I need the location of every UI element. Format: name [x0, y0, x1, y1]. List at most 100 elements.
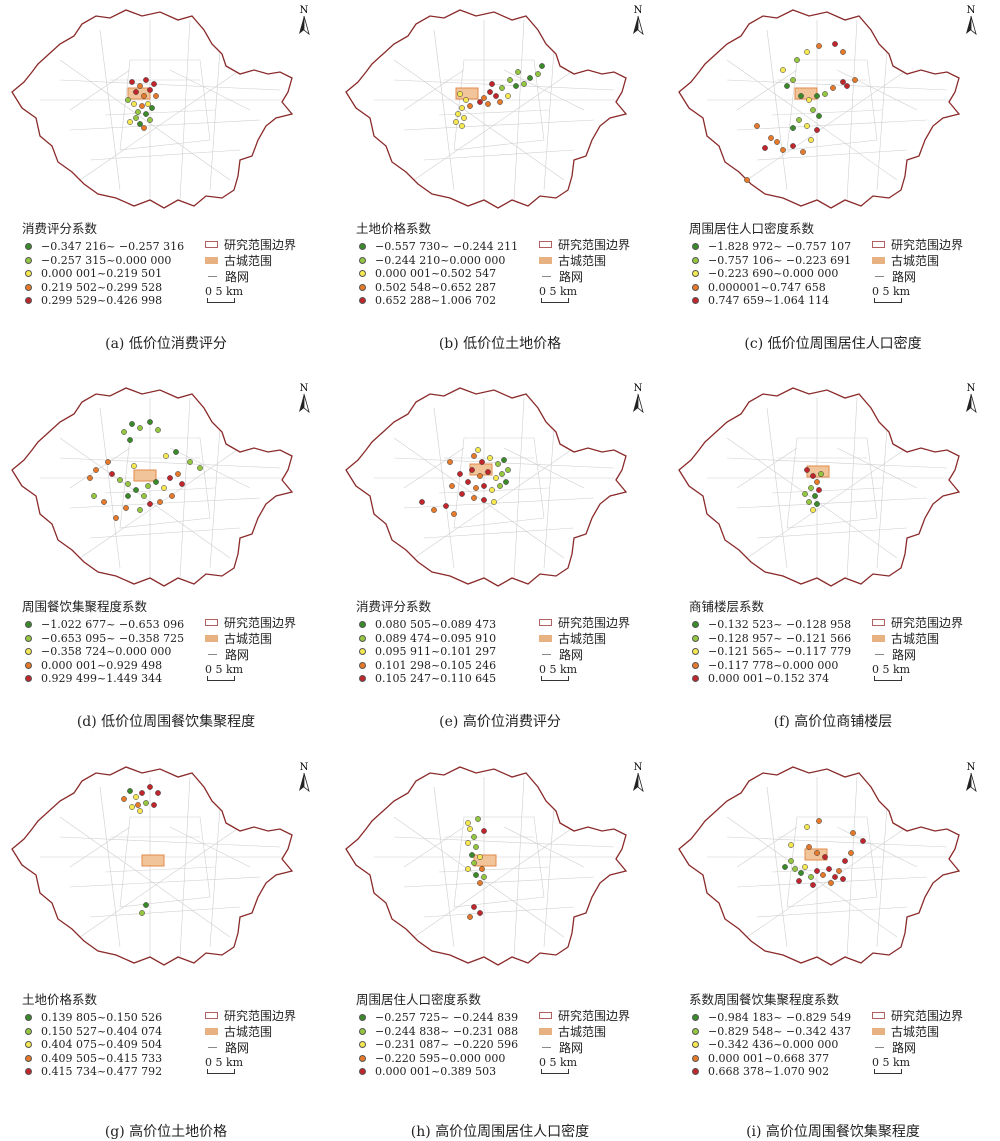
boundary-swatch-icon	[872, 240, 885, 248]
shop-point	[101, 499, 107, 505]
panel-caption: (f) 高价位商铺楼层	[773, 714, 893, 730]
shop-point	[810, 507, 816, 513]
map-panel: N 系数周围餐饮集聚程度系数 −0.984 183~ −0.829 549 −0.82…	[667, 757, 999, 1140]
legend-dot-icon	[25, 270, 32, 278]
legend-range-label: −0.223 690~0.000 000	[708, 267, 839, 281]
shop-point	[830, 85, 836, 91]
scale-bar-icon	[874, 298, 902, 303]
legend-range-label: −0.117 778~0.000 000	[708, 658, 839, 672]
legend-item: −0.244 838~ −0.231 088	[356, 1025, 546, 1039]
panel-caption: (g) 高价位土地价格	[104, 1124, 228, 1140]
old-city-swatch-icon	[205, 634, 218, 642]
shop-point	[754, 123, 760, 129]
legend-dot-icon	[25, 283, 32, 291]
road-network	[374, 19, 624, 201]
shop-point	[505, 93, 511, 99]
legend-item: 0.668 378~1.070 902	[689, 1065, 879, 1079]
scale-label: 5 km	[549, 1056, 578, 1069]
legend-dot-icon	[359, 283, 366, 291]
road-network	[707, 397, 957, 579]
legend-item: 0.409 505~0.415 733	[22, 1052, 212, 1066]
map-panel: N 周围餐饮集聚程度系数 −1.022 677~ −0.653 096 −0.653 …	[0, 378, 332, 756]
old-city-label: 古城范围	[891, 1024, 940, 1039]
shop-point	[826, 866, 832, 872]
coefficient-legend: 消费评分系数 0.080 505~0.089 473 0.089 474~0.095…	[356, 596, 546, 686]
legend-dot-icon	[359, 1014, 366, 1022]
north-label: N	[967, 5, 976, 16]
shop-point	[539, 63, 545, 69]
shop-point	[477, 880, 483, 886]
legend-road: 路网	[539, 646, 664, 662]
scale-zero: 0	[872, 285, 879, 298]
shop-point	[479, 459, 485, 465]
legend-item: 0.080 505~0.089 473	[356, 618, 546, 632]
coefficient-legend: 商铺楼层系数 −0.132 523~ −0.128 958 −0.128 957~ …	[689, 596, 879, 686]
scale-zero: 0	[539, 1056, 546, 1069]
legend-dot-icon	[25, 648, 32, 656]
boundary-swatch-icon	[205, 618, 218, 626]
scale-zero: 0	[205, 285, 212, 298]
north-label: N	[300, 383, 309, 394]
legend-title: 商铺楼层系数	[689, 599, 765, 614]
road-network	[40, 776, 290, 958]
shop-point	[832, 874, 838, 880]
legend-dot-icon	[359, 1068, 366, 1076]
legend-title: 周围居住人口密度系数	[689, 221, 815, 236]
shop-point	[471, 834, 477, 840]
legend-dot-icon	[359, 1054, 366, 1062]
shop-point	[143, 111, 149, 117]
shop-point	[117, 477, 123, 483]
legend-road: 路网	[872, 268, 997, 284]
city-map: N	[345, 5, 644, 209]
shop-point	[125, 97, 131, 103]
old-city-swatch-icon	[539, 634, 552, 642]
shop-point	[489, 81, 495, 87]
shop-point	[155, 427, 161, 433]
scale-bar: 0 5 km	[205, 664, 330, 681]
old-city-label: 古城范围	[224, 1024, 273, 1039]
shop-point	[87, 475, 93, 481]
legend-range-label: 0.000 001~0.152 374	[708, 672, 830, 686]
legend-range-label: 0.747 659~1.064 114	[708, 294, 830, 308]
legend-item: −0.121 565~ −0.117 779	[689, 645, 879, 659]
legend-dot-icon	[25, 256, 32, 264]
old-city-swatch-icon	[872, 256, 885, 264]
shop-point	[179, 481, 185, 487]
road-swatch-icon	[875, 1046, 884, 1048]
shop-point	[459, 491, 465, 497]
scale-bar-icon	[207, 1069, 235, 1074]
shop-point	[465, 820, 471, 826]
boundary-label: 研究范围边界	[558, 1008, 631, 1023]
coefficient-legend: 消费评分系数 −0.347 216~ −0.257 316 −0.257 315~0…	[22, 218, 212, 308]
legend-item: 0.000001~0.747 658	[689, 281, 879, 295]
shop-point	[449, 483, 455, 489]
north-arrow-icon: N	[633, 762, 644, 793]
legend-title: 土地价格系数	[22, 992, 98, 1007]
legend-boundary: 研究范围边界	[872, 614, 997, 630]
shop-point	[133, 794, 139, 800]
legend-dot-icon	[692, 648, 699, 656]
north-label: N	[967, 762, 976, 773]
legend-dot-icon	[692, 243, 699, 251]
legend-dot-icon	[692, 1054, 699, 1062]
scale-label: 5 km	[882, 285, 911, 298]
legend-dot-icon	[25, 1014, 32, 1022]
shop-point	[147, 784, 153, 790]
scale-label: 5 km	[215, 1056, 244, 1069]
north-arrow-icon: N	[299, 383, 310, 414]
legend-dot-icon	[359, 634, 366, 642]
north-label: N	[634, 5, 643, 16]
boundary-label: 研究范围边界	[891, 237, 964, 252]
legend-item: −0.231 087~ −0.220 596	[356, 1038, 546, 1052]
shop-point	[535, 71, 541, 77]
legend-item: −0.117 778~0.000 000	[689, 659, 879, 673]
old-city-area	[127, 87, 151, 100]
legend-range-label: −1.022 677~ −0.653 096	[41, 618, 185, 632]
old-city-area	[794, 87, 818, 100]
shop-point	[459, 123, 465, 129]
shop-point	[125, 481, 131, 487]
legend-dot-icon	[25, 661, 32, 669]
shop-point	[814, 501, 820, 507]
shop-point	[796, 878, 802, 884]
shop-point	[820, 872, 826, 878]
